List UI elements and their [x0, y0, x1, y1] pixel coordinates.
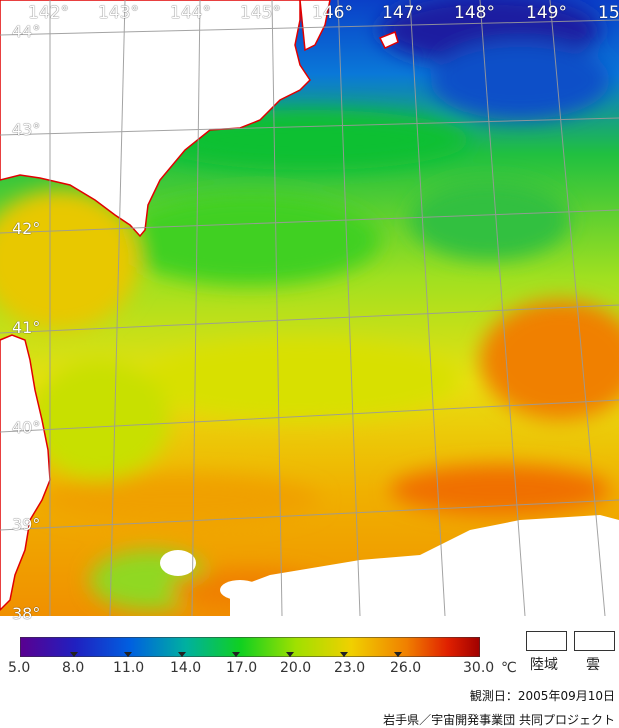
scale-tick-20: 20.0	[280, 660, 312, 676]
cloud-legend-swatch	[574, 631, 615, 651]
project-credit: 岩手県／宇宙開発事業団 共同プロジェクト	[383, 713, 615, 727]
lat-label-41: 41°	[12, 318, 41, 337]
lat-label-39: 39°	[12, 515, 41, 534]
scale-tick-23: 23.0	[334, 660, 366, 676]
lon-label-149: 149°	[526, 3, 567, 23]
lon-label-150: 15	[598, 3, 619, 23]
land-hokkaido	[0, 0, 311, 238]
lon-label-143: 143°	[98, 3, 139, 23]
lon-label-144: 144°	[170, 3, 211, 23]
lat-label-38: 38°	[12, 604, 41, 623]
lon-label-142: 142°	[28, 3, 69, 23]
lon-label-148: 148°	[454, 3, 495, 23]
land-legend-swatch	[526, 631, 567, 651]
scale-tick-30: 30.0	[463, 660, 495, 676]
sst-map	[0, 0, 619, 616]
scale-tick-17: 17.0	[226, 660, 258, 676]
temperature-scale-bar	[20, 637, 480, 657]
lat-label-42: 42°	[12, 219, 41, 238]
land-legend-label: 陸域	[530, 657, 558, 673]
scale-tick-8: 8.0	[62, 660, 85, 676]
land-islet	[378, 30, 399, 49]
lat-label-44: 44°	[12, 22, 41, 41]
scale-tick-5: 5.0	[8, 660, 31, 676]
unit-label: ℃	[501, 660, 517, 676]
lat-label-43: 43°	[12, 120, 41, 139]
land-kurile	[299, 0, 331, 52]
scale-tick-26: 26.0	[390, 660, 422, 676]
observation-date: 観測日：2005年09月10日	[469, 689, 615, 703]
lat-label-40: 40°	[12, 418, 41, 437]
scale-tick-14: 14.0	[170, 660, 202, 676]
scale-tick-11: 11.0	[113, 660, 145, 676]
lon-label-146: 146°	[312, 3, 353, 23]
lon-label-145: 145°	[240, 3, 281, 23]
lon-label-147: 147°	[382, 3, 423, 23]
cloud-legend-label: 雲	[586, 657, 600, 673]
